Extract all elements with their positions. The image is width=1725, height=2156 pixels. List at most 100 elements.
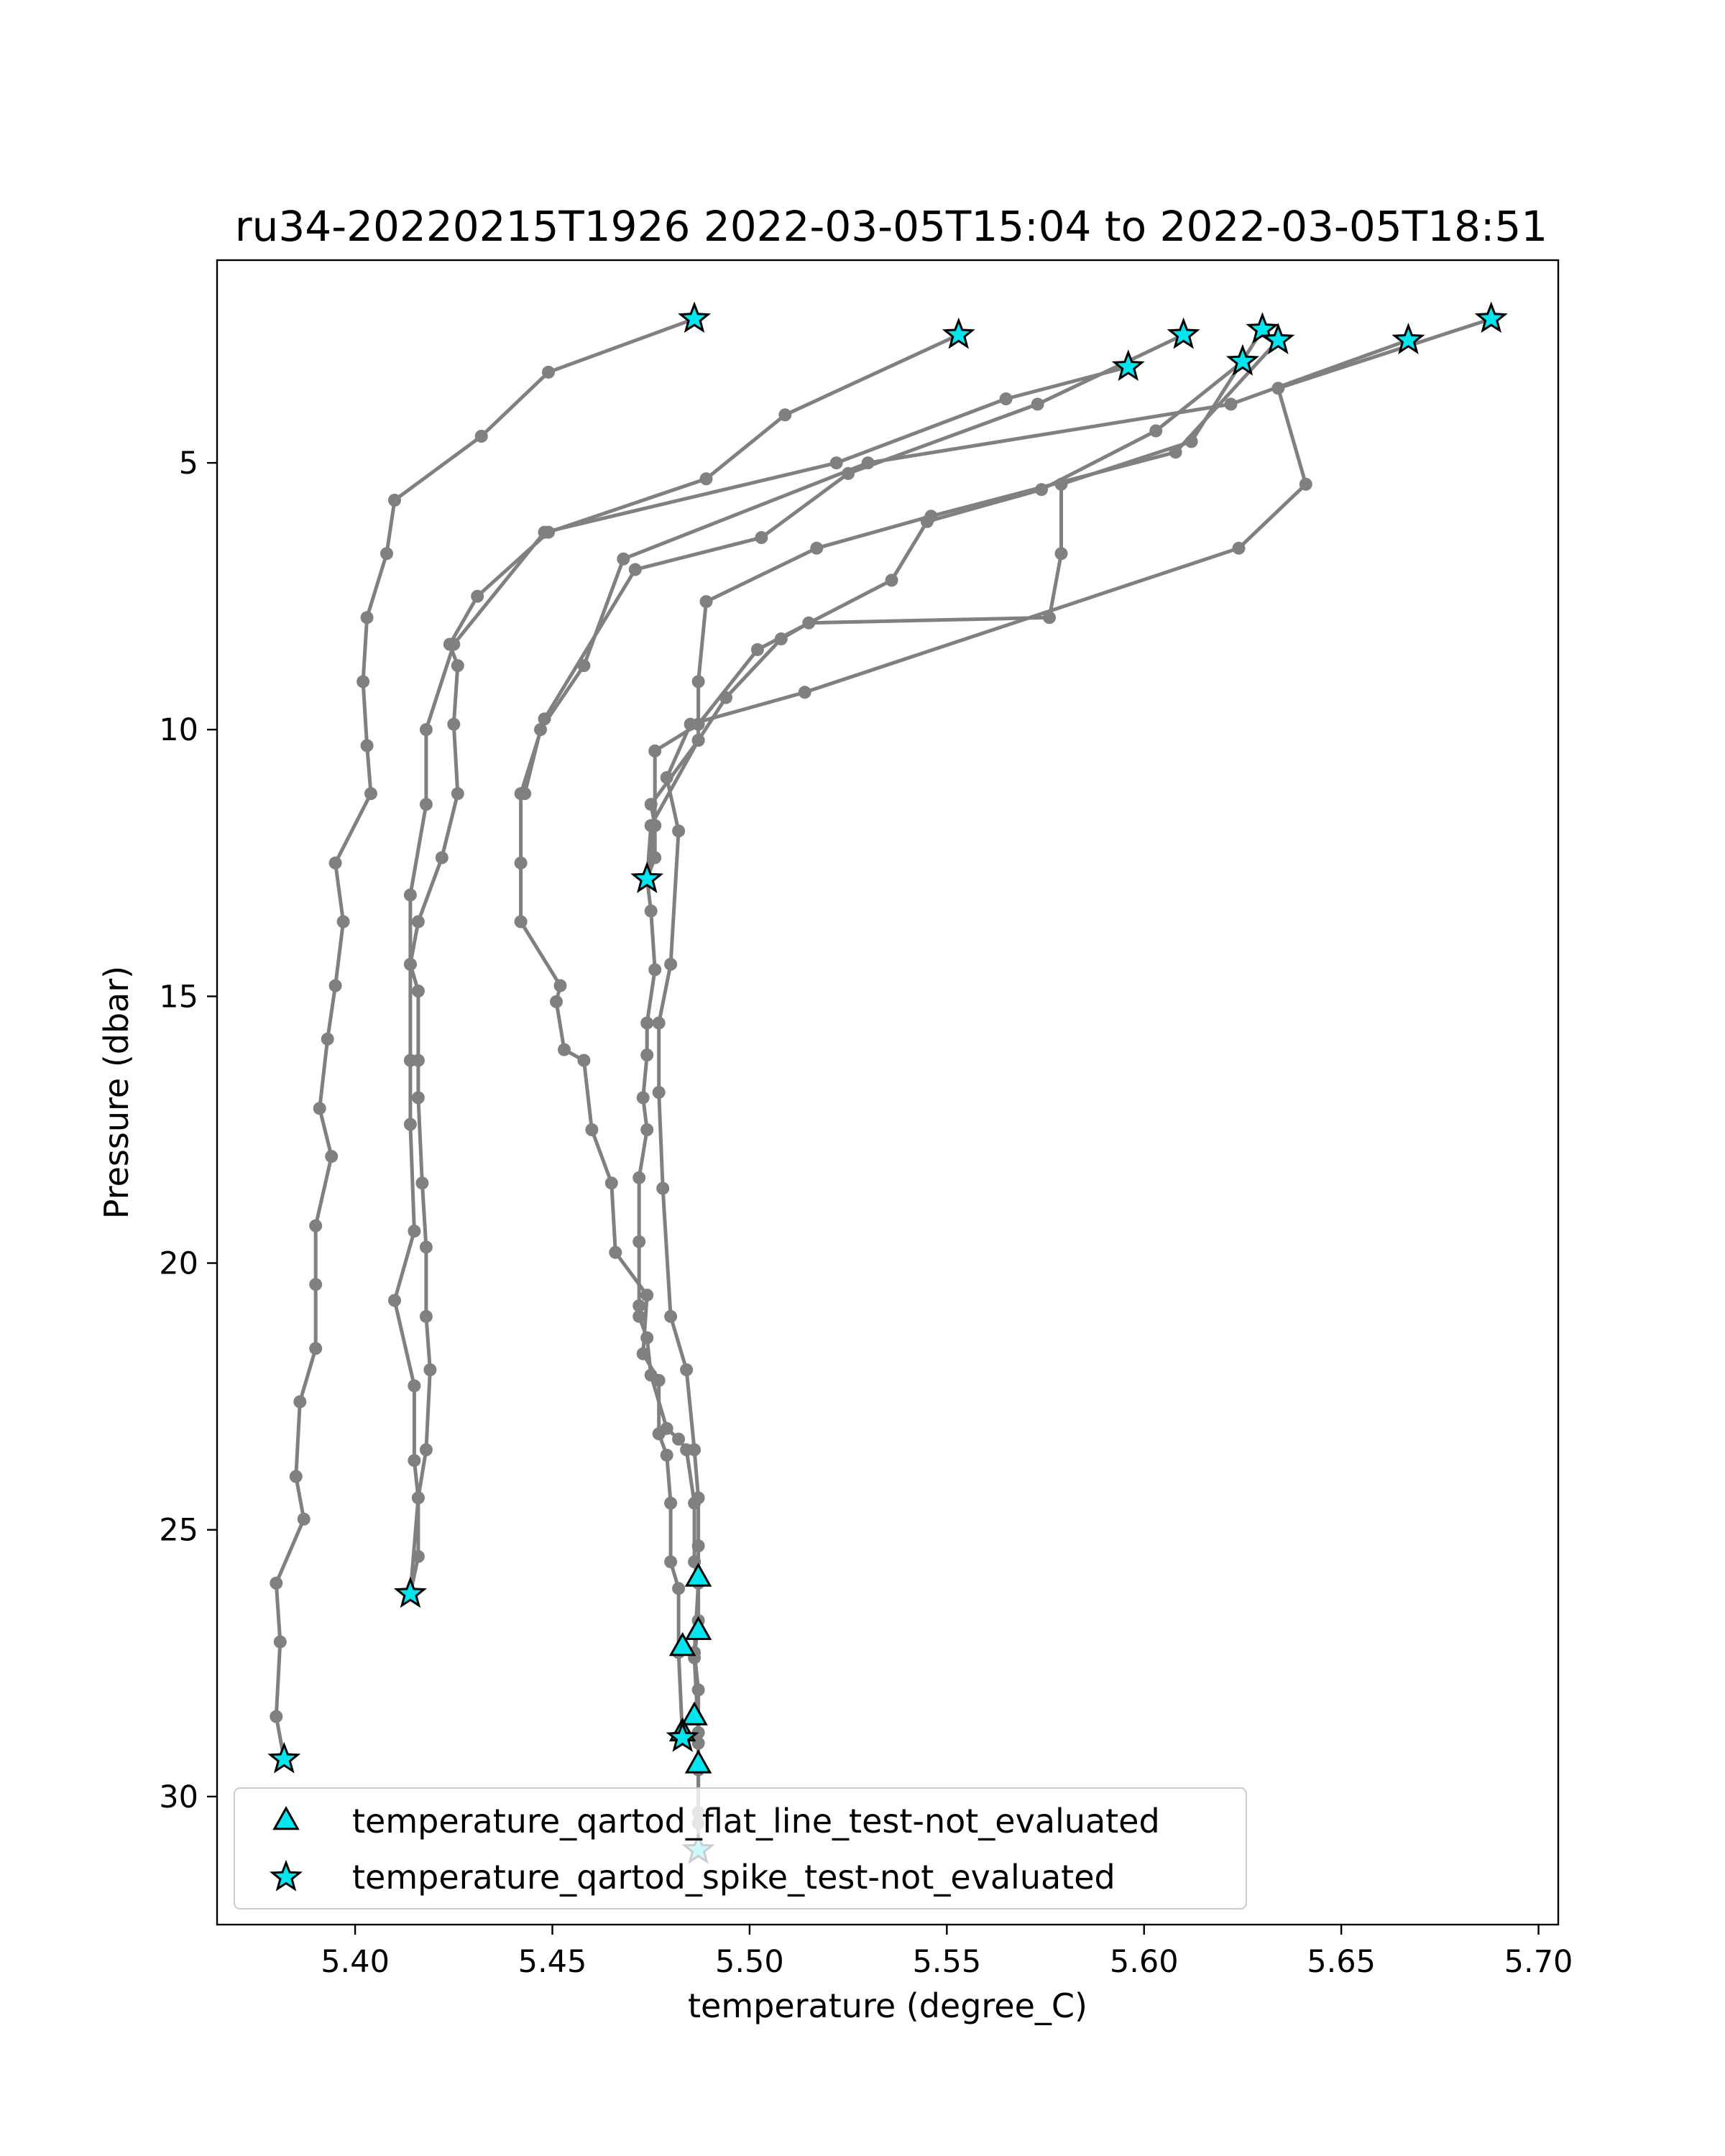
spike-test-star-marker: [1261, 323, 1295, 354]
profile-point: [691, 1491, 705, 1505]
profile-point: [644, 798, 658, 811]
spike-test-star-marker: [1111, 349, 1145, 381]
profile-point: [360, 611, 374, 625]
profile-point: [750, 642, 764, 656]
profile-point: [810, 541, 824, 555]
spike-test-star-marker: [1246, 312, 1279, 344]
legend: temperature_qartod_flat_line_test-not_ev…: [234, 1787, 1247, 1909]
profile-point: [628, 563, 642, 576]
profile-point: [632, 1299, 646, 1312]
profile-point: [691, 1683, 705, 1697]
y-tick-label: 30: [159, 1779, 198, 1815]
profile-point: [411, 915, 425, 929]
profile-point: [403, 1118, 417, 1131]
profile-point: [577, 1054, 591, 1067]
profile-point: [577, 659, 591, 673]
x-axis: 5.40 5.45 5.50 5.55 5.60 5.65 5.70: [321, 1925, 1573, 1980]
profile-point: [356, 675, 370, 688]
x-tick-label: 5.40: [321, 1944, 390, 1980]
spike-test-star-marker: [393, 1576, 427, 1608]
plot-frame: [216, 259, 1560, 1926]
profile-point: [558, 1043, 571, 1056]
profile-point: [538, 525, 551, 539]
profile-point: [632, 1235, 646, 1248]
profile-point: [403, 957, 417, 971]
profile-point: [1043, 611, 1056, 625]
profile-point: [640, 1331, 654, 1345]
profile-point: [550, 995, 563, 1008]
profile-point: [632, 1309, 646, 1323]
star-markers: [267, 301, 1508, 1864]
profile-point: [1149, 424, 1163, 438]
profile-point: [691, 734, 705, 747]
profile-point: [648, 744, 662, 757]
legend-entry-label: temperature_qartod_flat_line_test-not_ev…: [352, 1802, 1160, 1841]
x-tick-label: 5.70: [1504, 1944, 1573, 1980]
profile-point: [861, 456, 875, 470]
profile-point: [778, 408, 792, 422]
profile-point: [364, 787, 377, 801]
profile-point: [684, 717, 697, 731]
profile-point: [699, 472, 713, 486]
profile-point: [644, 904, 658, 918]
spike-test-star-marker: [678, 301, 712, 333]
spike-test-star-marker: [666, 1720, 699, 1752]
profile-point: [648, 819, 662, 832]
spike-test-star-marker: [1392, 323, 1425, 354]
profile-point: [885, 573, 898, 587]
profile-point: [388, 1294, 401, 1307]
profile-point: [411, 1491, 425, 1505]
profile-point: [585, 1123, 599, 1136]
profile-point: [1031, 397, 1044, 411]
spike-test-star-marker: [267, 1741, 301, 1774]
x-axis-label: temperature (degree_C): [688, 1986, 1087, 2025]
profile-point: [518, 787, 532, 801]
flat-line-test-triangle-marker: [684, 1562, 712, 1587]
legend-triangle-icon: [272, 1805, 300, 1830]
profile-point: [474, 430, 488, 443]
legend-box: [234, 1787, 1247, 1909]
legend-entry-label: temperature_qartod_spike_test-not_evalua…: [352, 1858, 1116, 1897]
legend-star-icon: [269, 1859, 303, 1892]
profile-point: [672, 824, 686, 838]
profile-point: [648, 963, 662, 977]
profile-point: [640, 1016, 654, 1030]
profile-point: [408, 1225, 421, 1238]
profile-point: [388, 494, 401, 507]
profile-point: [660, 1422, 673, 1435]
spike-test-star-marker: [1167, 317, 1200, 349]
profile-point: [328, 979, 342, 992]
profile-1: [270, 312, 702, 1766]
y-tick-label: 20: [159, 1246, 198, 1282]
profile-point: [609, 1245, 622, 1259]
profile-point: [411, 1091, 425, 1105]
flat-line-test-triangle-marker: [668, 1631, 696, 1657]
profile-point: [660, 771, 673, 784]
profile-point: [664, 1309, 678, 1323]
profile-point: [617, 552, 630, 566]
profile-lines: [270, 312, 1498, 1857]
profile-point: [435, 851, 448, 865]
profile-point: [656, 1181, 670, 1195]
profile-7: [640, 333, 1285, 886]
x-tick-label: 5.65: [1307, 1944, 1376, 1980]
profile-point: [755, 531, 768, 544]
profile-point: [604, 1176, 618, 1190]
profile-point: [652, 1086, 666, 1099]
profile-point: [802, 616, 816, 630]
flat-line-test-triangle-marker: [681, 1701, 708, 1726]
profile-point: [688, 1443, 702, 1457]
profile-point: [798, 686, 811, 699]
profile-point: [411, 985, 425, 998]
triangle-markers: [668, 1562, 712, 1774]
profile-point: [419, 798, 433, 811]
profile-point: [380, 547, 393, 561]
profile-line: [519, 333, 1184, 1738]
profile-line: [645, 338, 1280, 880]
profile-point: [273, 1635, 287, 1649]
x-tick-label: 5.50: [715, 1944, 784, 1980]
profile-point: [403, 888, 417, 902]
profile-point: [652, 1016, 666, 1030]
profile-point: [289, 1470, 303, 1483]
profile-point: [636, 1091, 650, 1105]
